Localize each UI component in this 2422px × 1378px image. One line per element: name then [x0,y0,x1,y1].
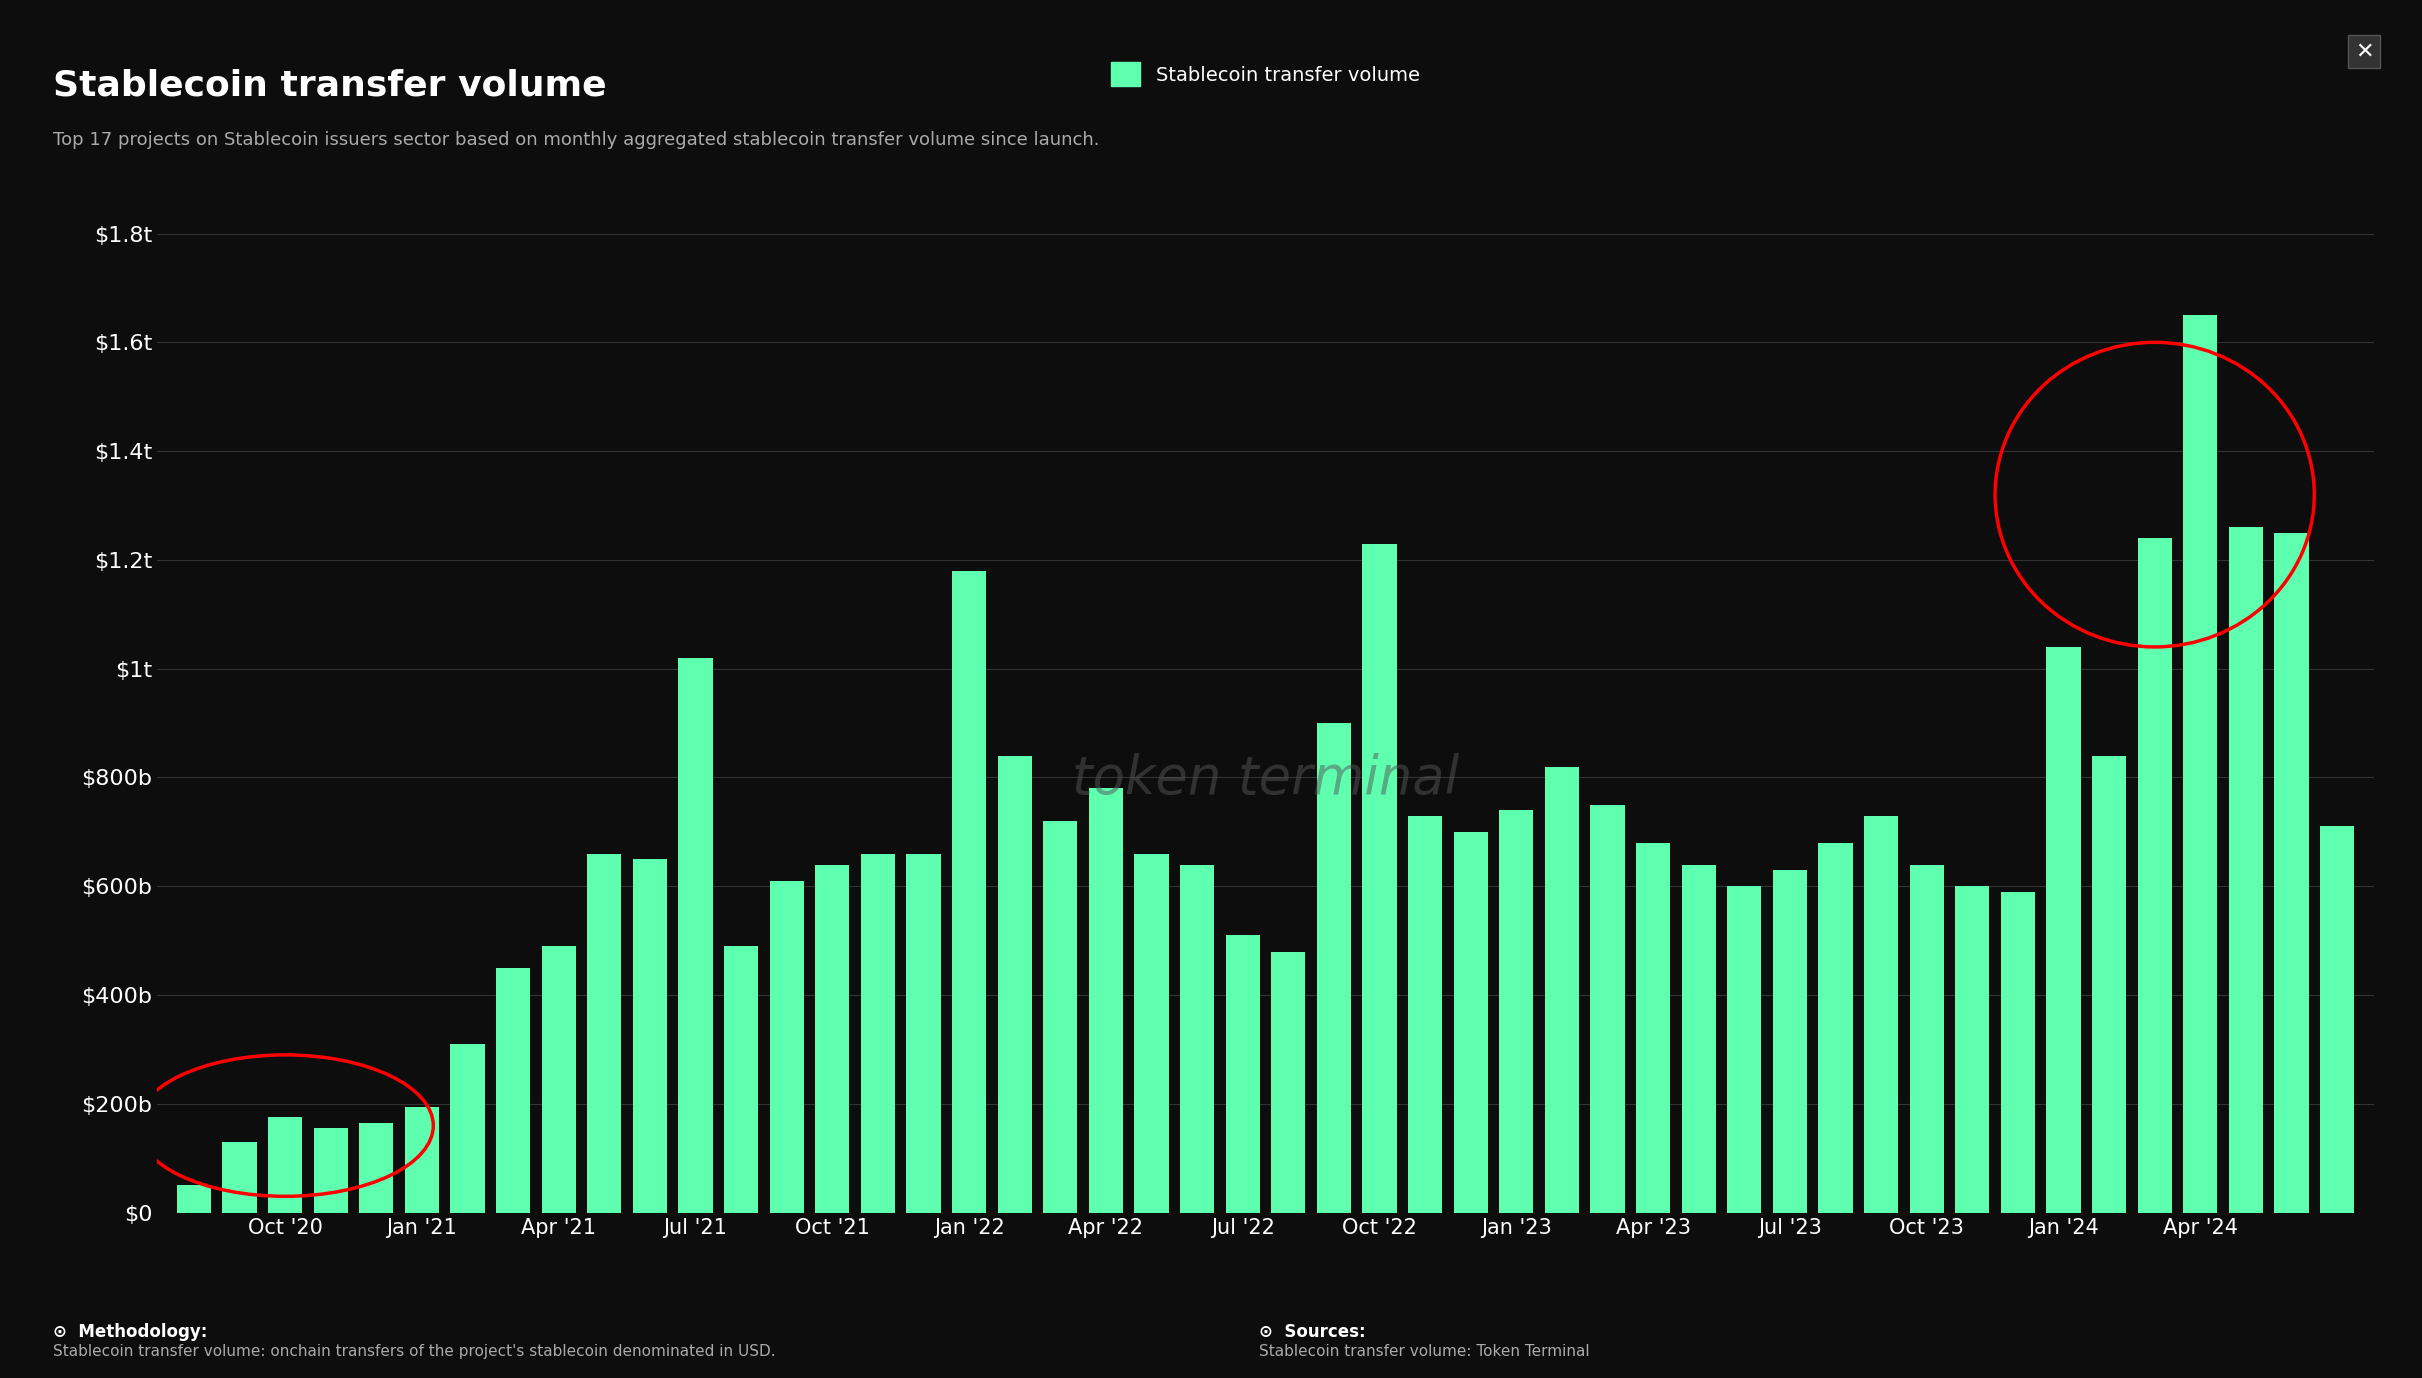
Bar [1681,864,1715,1213]
Bar [358,1123,392,1213]
Bar [1909,864,1945,1213]
Bar [632,858,666,1213]
Bar [2047,646,2080,1213]
Bar [1773,870,1807,1213]
Bar [543,947,576,1213]
Bar [1272,952,1305,1213]
Text: Stablecoin transfer volume: Stablecoin transfer volume [53,69,608,103]
Bar [1635,843,1671,1213]
Legend: Stablecoin transfer volume: Stablecoin transfer volume [1104,55,1427,94]
Bar [1180,864,1213,1213]
Bar [2182,316,2219,1213]
Bar [2274,533,2308,1213]
Bar [450,1045,484,1213]
Bar [770,881,804,1213]
Text: ⊙  Methodology:: ⊙ Methodology: [53,1323,208,1341]
Text: Stablecoin transfer volume: onchain transfers of the project's stablecoin denomi: Stablecoin transfer volume: onchain tran… [53,1344,775,1359]
Bar [678,657,712,1213]
Bar [1499,810,1533,1213]
Text: token terminal: token terminal [1073,752,1458,805]
Bar [223,1142,257,1213]
Bar [2001,892,2034,1213]
Bar [724,947,758,1213]
Bar [1545,766,1579,1213]
Bar [586,853,622,1213]
Bar [952,570,986,1213]
Bar [1133,853,1167,1213]
Bar [2228,528,2262,1213]
Bar [1226,936,1259,1213]
Bar [1819,843,1853,1213]
Bar [312,1129,349,1213]
Bar [1591,805,1625,1213]
Bar [860,853,896,1213]
Text: Top 17 projects on Stablecoin issuers sector based on monthly aggregated stablec: Top 17 projects on Stablecoin issuers se… [53,131,1100,149]
Text: ✕: ✕ [2354,41,2374,62]
Bar [1318,723,1351,1213]
Bar [1727,886,1761,1213]
Bar [1453,832,1487,1213]
Bar [1364,543,1397,1213]
Bar [269,1118,303,1213]
Bar [816,864,850,1213]
Bar [2093,755,2127,1213]
Bar [1407,816,1441,1213]
Bar [906,853,940,1213]
Bar [2320,827,2354,1213]
Bar [1865,816,1899,1213]
Bar [2139,539,2173,1213]
Bar [998,755,1032,1213]
Bar [404,1107,438,1213]
Bar [497,967,530,1213]
Bar [1044,821,1078,1213]
Text: Stablecoin transfer volume: Token Terminal: Stablecoin transfer volume: Token Termin… [1259,1344,1591,1359]
Bar [1090,788,1124,1213]
Bar [177,1185,211,1213]
Text: ⊙  Sources:: ⊙ Sources: [1259,1323,1366,1341]
Bar [1955,886,1988,1213]
